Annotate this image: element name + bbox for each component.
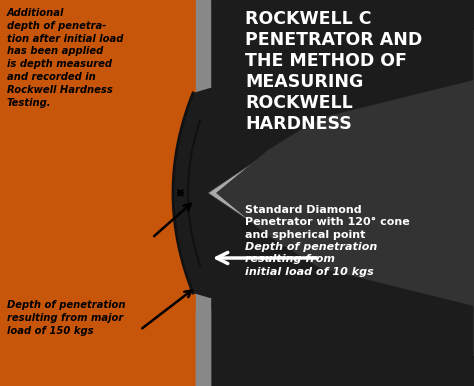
Text: Depth of penetration
resulting from major
load of 150 kgs: Depth of penetration resulting from majo… [7,300,126,335]
Bar [196,0,210,386]
Text: Depth of penetration
resulting from
initial load of 10 kgs: Depth of penetration resulting from init… [245,242,377,277]
Text: Standard Diamond
Penetrator with 120° cone
and spherical point: Standard Diamond Penetrator with 120° co… [245,205,410,240]
Text: ROCKWELL C
PENETRATOR AND
THE METHOD OF
MEASURING
ROCKWELL
HARDNESS: ROCKWELL C PENETRATOR AND THE METHOD OF … [245,10,422,134]
Polygon shape [216,50,474,336]
Polygon shape [173,88,474,298]
Bar [0,0,245,386]
Bar [196,310,210,386]
Text: Additional
depth of penetra-
tion after initial load
has been applied
is depth m: Additional depth of penetra- tion after … [7,8,123,108]
Polygon shape [208,30,474,356]
Bar [200,0,474,386]
